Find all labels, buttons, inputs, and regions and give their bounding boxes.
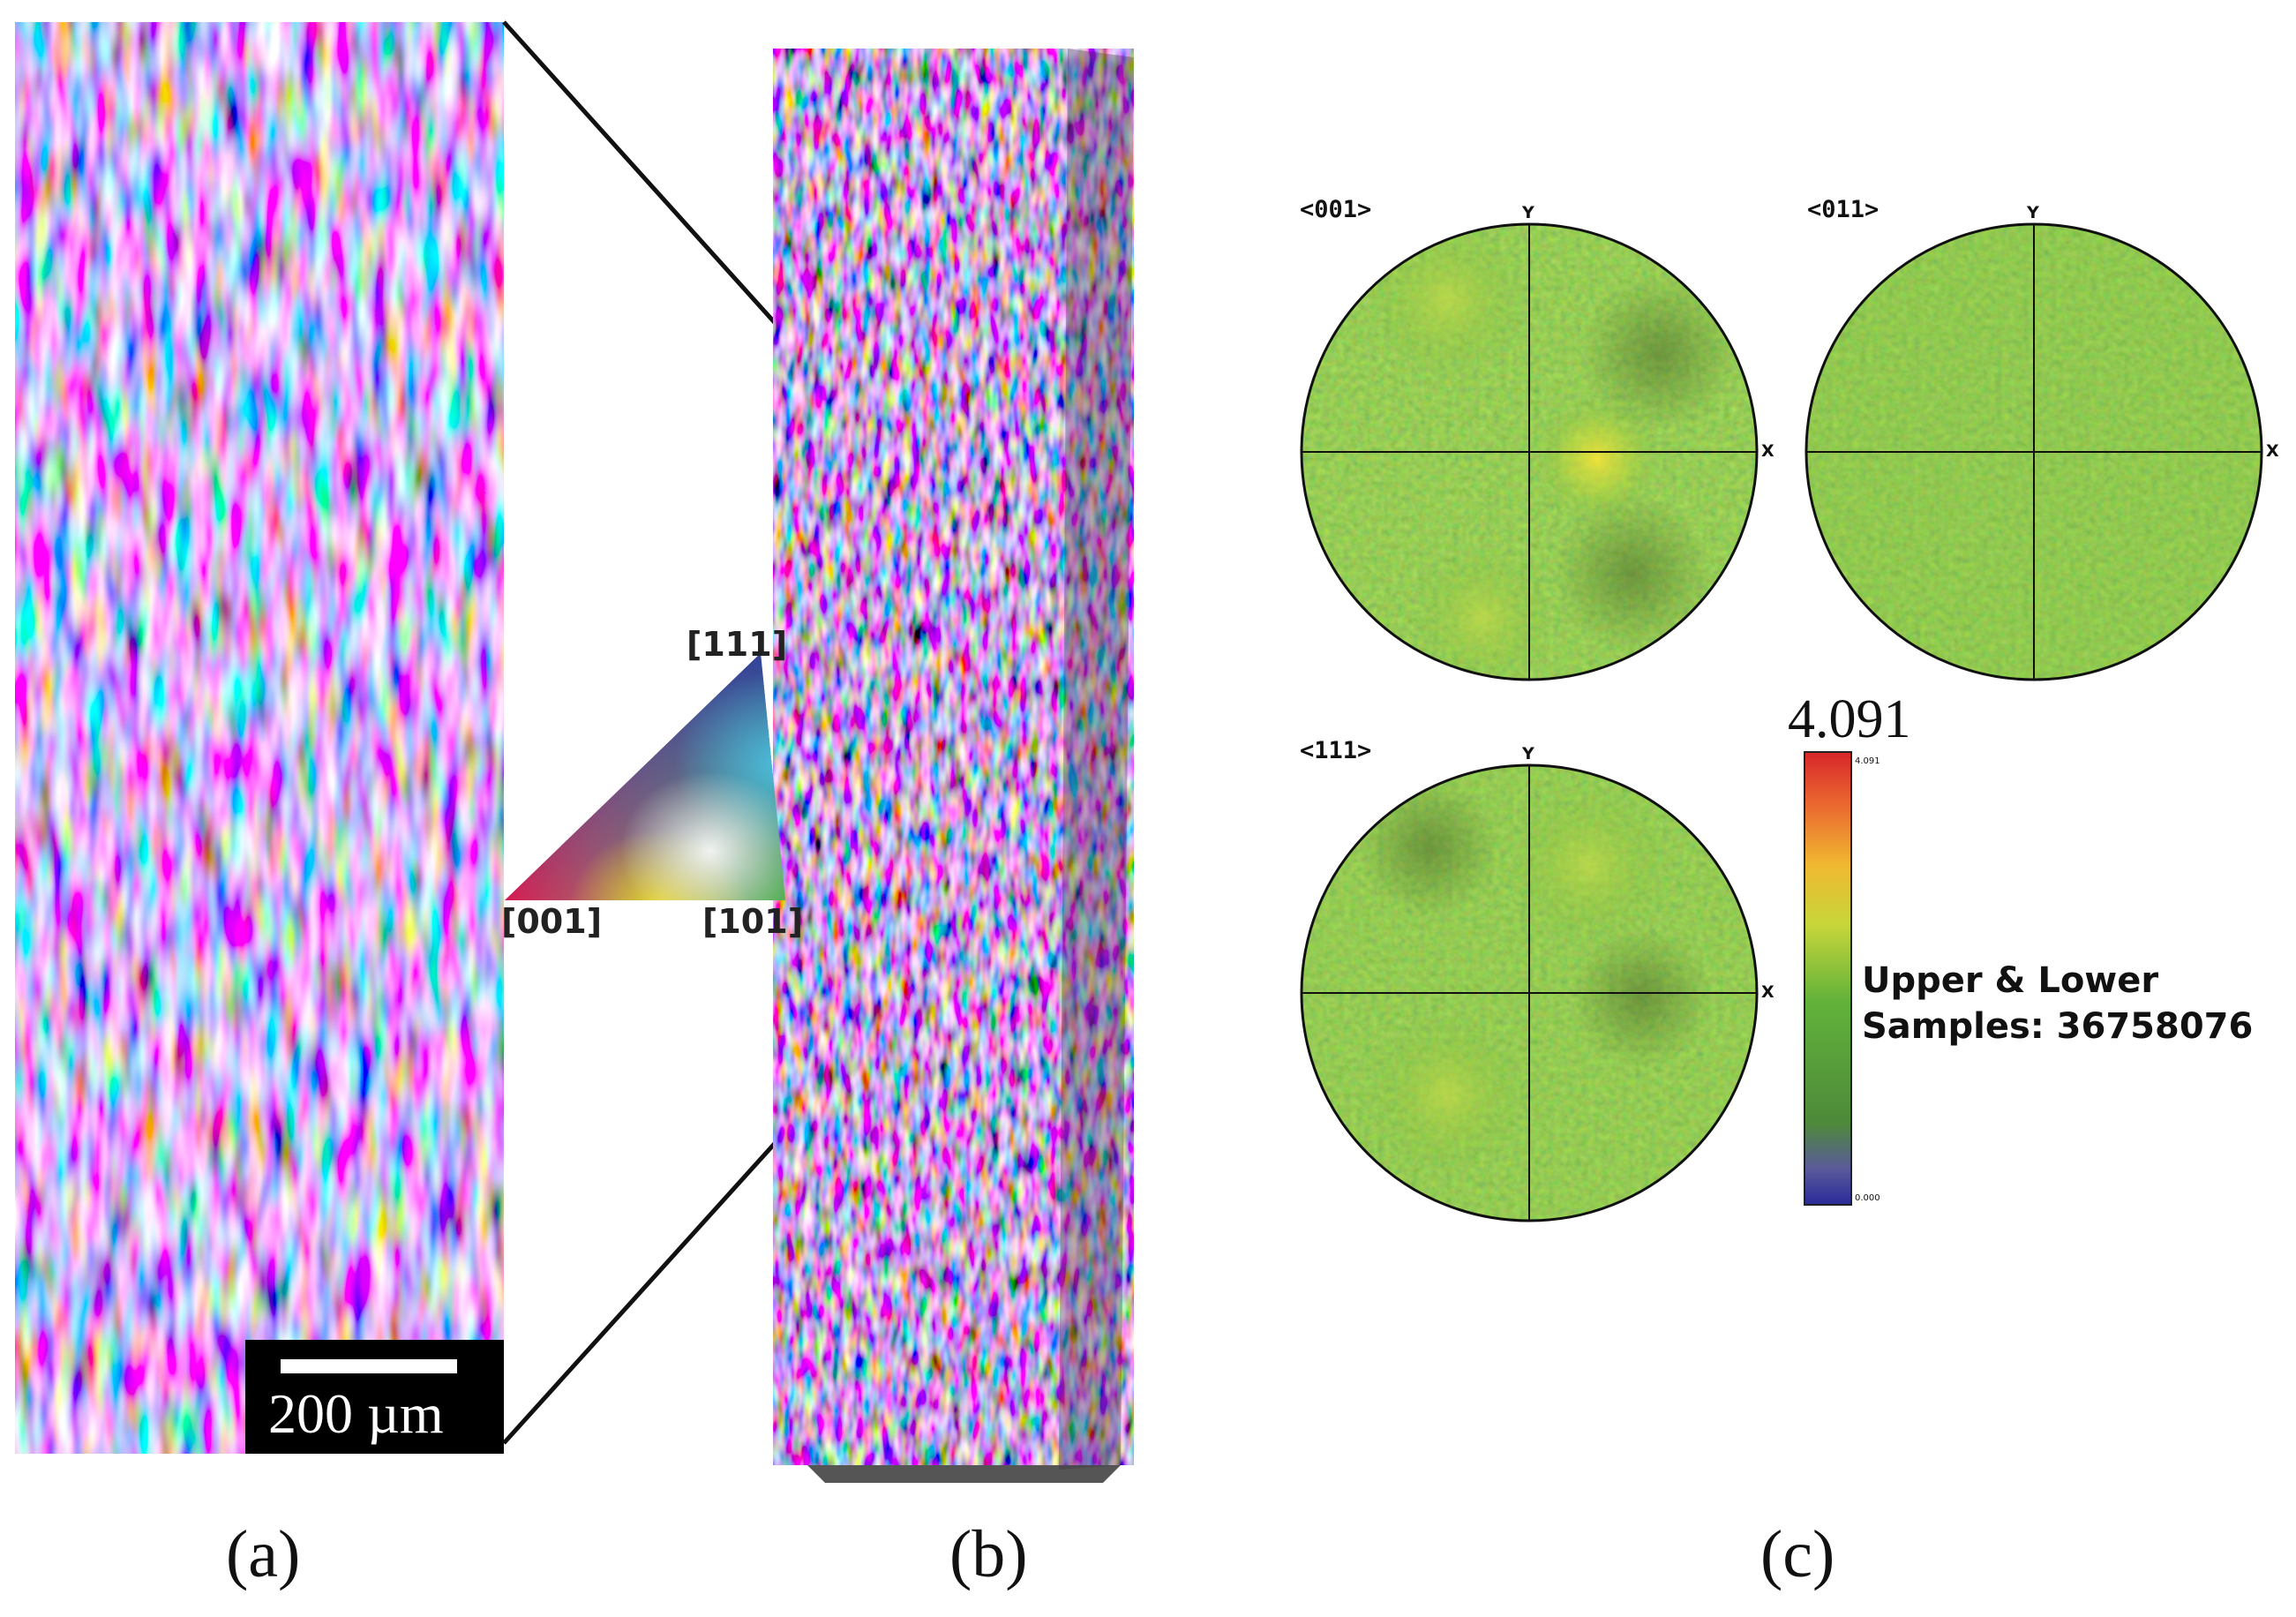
colorbar-min-tick: 0.000 [1855, 1193, 1880, 1203]
colorbar-max-tick: 4.091 [1855, 756, 1880, 766]
scale-bar-label: 200 µm [268, 1382, 444, 1445]
ebsd-map [15, 22, 504, 1454]
zoom-line-bottom [502, 1110, 805, 1445]
pole-figure-111-y-axis: Y [1522, 744, 1534, 763]
pole-figure-label-001: <001> [1300, 196, 1372, 223]
panel-label-a: (a) [226, 1517, 301, 1591]
scale-bar-background [245, 1340, 504, 1454]
pole-figure-001-y-axis: Y [1522, 203, 1534, 222]
pole-figure-label-111: <111> [1300, 737, 1372, 764]
ipf-label-111: [111] [687, 625, 788, 664]
panel-label-b: (b) [949, 1517, 1028, 1591]
pole-figure-001 [1300, 222, 1759, 681]
legend-line-1: Upper & Lower [1862, 960, 2159, 1001]
pole-figure-011-x-axis: X [2266, 441, 2279, 461]
microstructure-block [773, 49, 1134, 1483]
ipf-label-101: [101] [702, 902, 804, 941]
panel-label-c: (c) [1760, 1517, 1835, 1591]
ipf-label-001: [001] [501, 902, 603, 941]
pole-figure-011 [1805, 222, 2263, 681]
colorbar-max-label: 4.091 [1788, 689, 1911, 749]
pole-figure-001-x-axis: X [1761, 441, 1775, 461]
pole-figure-111-x-axis: X [1761, 982, 1775, 1002]
pole-figure-011-y-axis: Y [2027, 203, 2039, 222]
legend-line-2: Samples: 36758076 [1862, 1006, 2254, 1047]
scale-bar [281, 1359, 457, 1373]
colorbar [1804, 751, 1852, 1206]
ipf-color-key [505, 653, 785, 900]
zoom-line-top [502, 20, 796, 346]
pole-figure-label-011: <011> [1807, 196, 1880, 223]
pole-figure-111 [1300, 763, 1759, 1222]
